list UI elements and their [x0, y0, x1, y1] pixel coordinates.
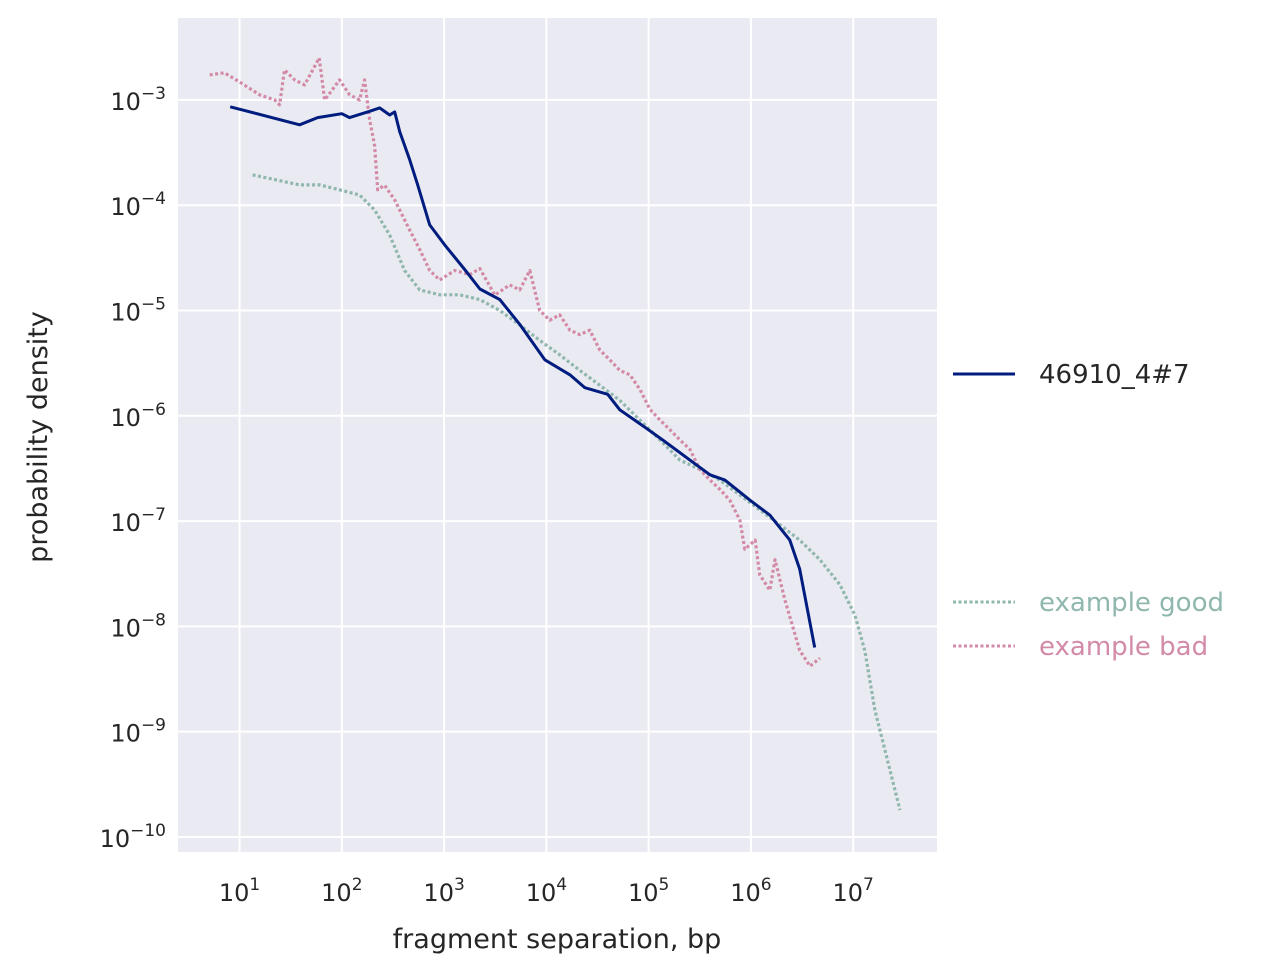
legend-label: 46910_4#7 [1039, 360, 1190, 390]
series-line-example-bad [209, 56, 821, 668]
x-tick-label: 103 [423, 875, 464, 907]
x-tick-label: 105 [628, 875, 669, 907]
legend-label: example good [1039, 588, 1224, 618]
x-tick-label: 104 [526, 875, 567, 907]
legend-label: example bad [1039, 632, 1208, 662]
y-tick-label: 10−8 [110, 610, 166, 642]
y-tick-label: 10−10 [100, 821, 166, 853]
y-tick-labels: 10−3 10−4 10−5 10−6 10−7 10−8 10−9 10−10 [100, 84, 166, 853]
y-axis-label: probability density [23, 311, 54, 563]
y-tick-label: 10−3 [110, 84, 166, 116]
y-tick-label: 10−7 [110, 505, 166, 537]
x-tick-labels: 101 102 103 104 105 106 107 [219, 875, 874, 907]
plot-area [178, 18, 937, 852]
y-tick-label: 10−9 [110, 716, 166, 748]
y-tick-label: 10−4 [110, 189, 166, 221]
y-tick-label: 10−6 [110, 400, 166, 432]
series-lines [209, 56, 902, 811]
series-line-example-good [252, 173, 902, 811]
x-tick-label: 107 [832, 875, 873, 907]
x-tick-label: 101 [219, 875, 260, 907]
y-tick-label: 10−5 [110, 295, 166, 327]
series-line-46910-4-7 [229, 105, 817, 648]
x-axis-label: fragment separation, bp [393, 924, 722, 955]
x-tick-label: 106 [730, 875, 771, 907]
x-tick-label: 102 [321, 875, 362, 907]
